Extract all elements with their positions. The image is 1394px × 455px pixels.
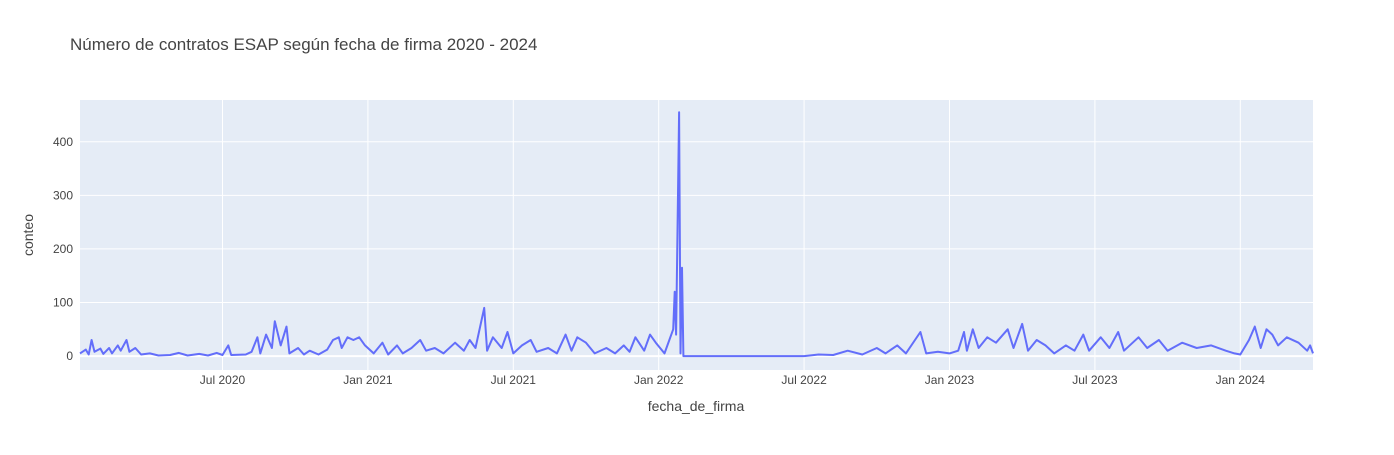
x-tick-label: Jul 2022 [781, 373, 827, 387]
x-axis-title: fecha_de_firma [648, 398, 745, 414]
y-tick-label: 400 [53, 135, 73, 149]
plot-area [80, 100, 1313, 370]
line [79, 111, 1314, 358]
y-tick-label: 0 [66, 349, 73, 363]
x-tick-label: Jul 2023 [1072, 373, 1118, 387]
y-tick-label: 100 [53, 296, 73, 310]
x-tick-label: Jul 2021 [491, 373, 537, 387]
x-tick-label: Jan 2022 [634, 373, 684, 387]
x-tick-label: Jan 2024 [1216, 373, 1266, 387]
y-axis-title: conteo [20, 214, 36, 256]
x-tick-label: Jul 2020 [200, 373, 246, 387]
y-tick-label: 200 [53, 242, 73, 256]
x-tick-label: Jan 2021 [343, 373, 393, 387]
chart-title: Número de contratos ESAP según fecha de … [70, 35, 537, 54]
x-tick-label: Jan 2023 [925, 373, 975, 387]
y-tick-label: 300 [53, 188, 73, 202]
